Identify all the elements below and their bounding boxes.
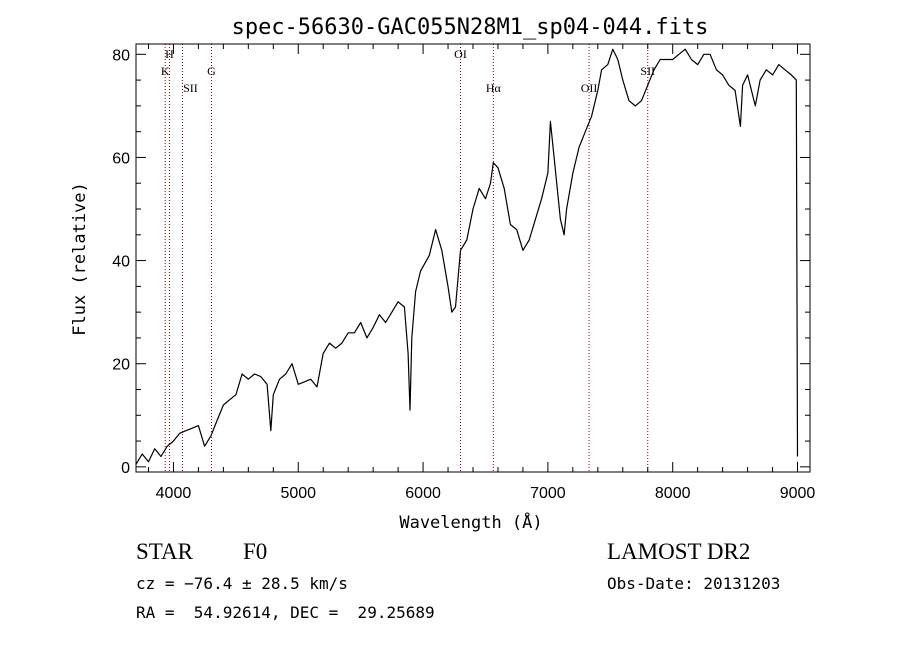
observation-date: Obs-Date: 20131203 [607, 574, 781, 593]
y-axis-label: Flux (relative) [70, 182, 90, 336]
survey-name: LAMOST DR2 [607, 539, 751, 564]
x-tick-label-0: 4000 [156, 485, 192, 502]
plot-frame [135, 43, 811, 473]
y-tick-label-4: 80 [112, 47, 130, 64]
chart-title: spec-56630-GAC055N28M1_sp04-044.fits [232, 15, 709, 40]
ra-dec-coordinates: RA = 54.92614, DEC = 29.25689 [136, 603, 435, 622]
marker-label-5: Hα [486, 81, 502, 95]
x-tick-label-2: 6000 [405, 485, 441, 502]
marker-label-7: SII [640, 64, 655, 78]
y-tick-label-3: 60 [112, 150, 130, 167]
axes: 4000 5000 6000 7000 8000 9000 0 20 40 60 80 [112, 44, 815, 502]
spectral-line-markers: HK SII G OI Hα OII SII [161, 44, 655, 472]
marker-label-0: H [165, 47, 174, 61]
y-tick-label-2: 40 [112, 254, 130, 271]
spectrum-line-0 [135, 48, 799, 465]
x-tick-label-1: 5000 [280, 485, 316, 502]
x-axis-label: Wavelength (Å) [399, 511, 542, 533]
redshift-cz: cz = −76.4 ± 28.5 km/s [136, 574, 348, 593]
marker-label-4: OI [454, 47, 467, 61]
y-tick-label-1: 20 [112, 357, 130, 374]
marker-label-2: SII [183, 81, 198, 95]
object-class: STAR [136, 539, 193, 564]
marker-label-6: OII [581, 81, 598, 95]
x-tick-label-4: 8000 [655, 485, 691, 502]
x-tick-label-3: 7000 [530, 485, 566, 502]
marker-label-3: G [207, 64, 216, 78]
x-tick-label-5: 9000 [780, 485, 816, 502]
y-tick-label-0: 0 [121, 460, 130, 477]
spectrum-series [135, 48, 799, 465]
object-subclass: F0 [243, 539, 268, 564]
marker-label-1: K [161, 64, 170, 78]
